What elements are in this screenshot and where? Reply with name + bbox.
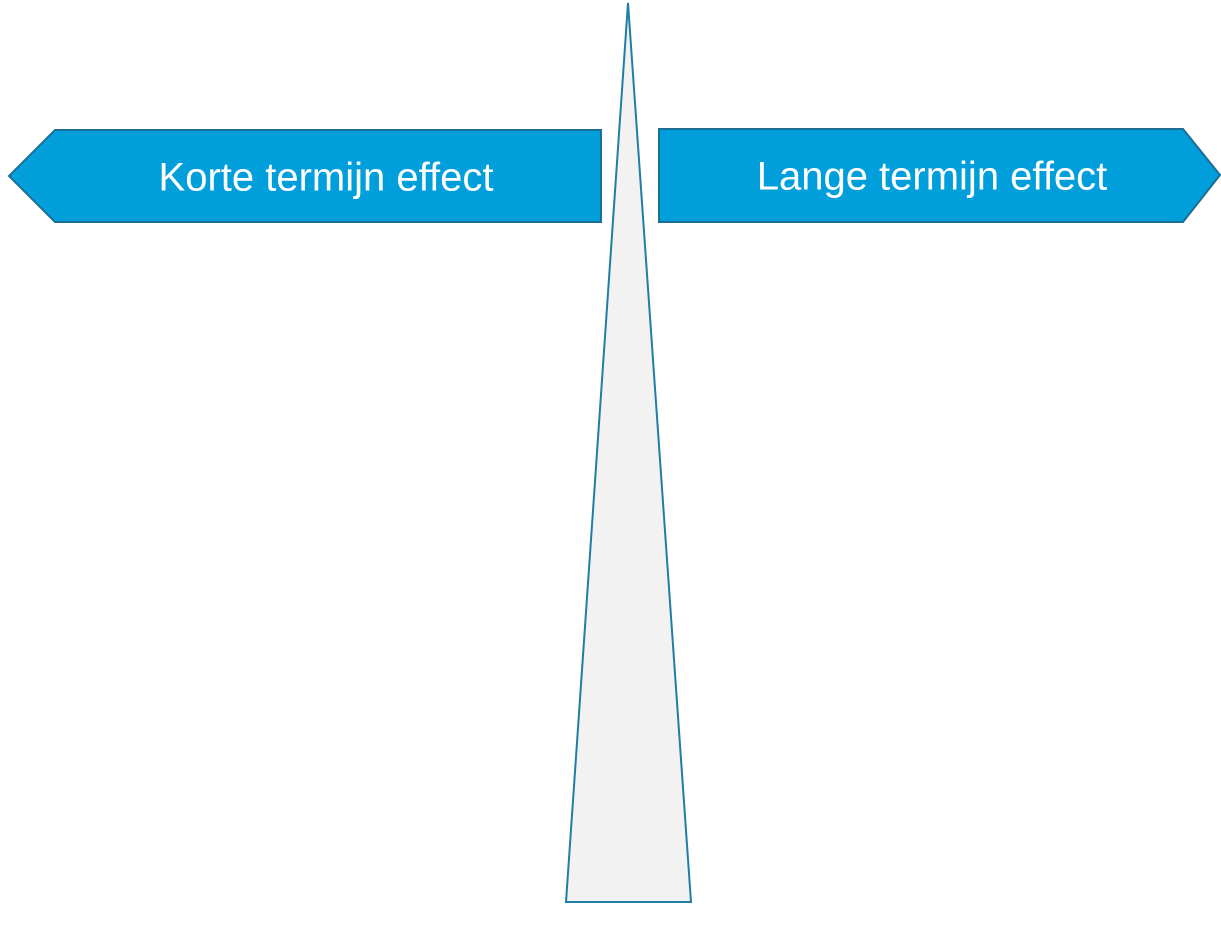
left-sign-label: Korte termijn effect bbox=[159, 156, 494, 200]
right-arrow-sign bbox=[658, 128, 1221, 223]
signpost-pole bbox=[564, 2, 693, 903]
right-sign-label: Lange termijn effect bbox=[757, 155, 1108, 199]
left-arrow-sign bbox=[7, 129, 602, 223]
